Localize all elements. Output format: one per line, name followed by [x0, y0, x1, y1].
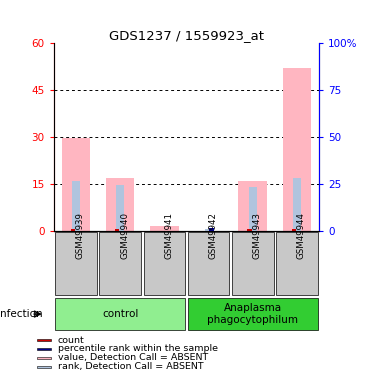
Text: GSM49939: GSM49939	[76, 212, 85, 260]
Title: GDS1237 / 1559923_at: GDS1237 / 1559923_at	[109, 29, 264, 42]
Bar	[283, 68, 311, 231]
Bar	[232, 232, 273, 295]
Bar	[37, 366, 51, 368]
Text: percentile rank within the sample: percentile rank within the sample	[58, 345, 218, 354]
Bar	[55, 232, 97, 295]
Bar	[62, 138, 90, 231]
Text: GSM49944: GSM49944	[297, 212, 306, 260]
Text: GSM49943: GSM49943	[253, 212, 262, 260]
Bar	[115, 230, 119, 231]
Text: count: count	[58, 336, 85, 345]
Bar	[55, 298, 185, 330]
Bar	[247, 230, 252, 231]
Bar	[239, 181, 267, 231]
Text: GSM49940: GSM49940	[120, 212, 129, 260]
Bar	[106, 177, 134, 231]
Bar	[99, 232, 141, 295]
Bar	[188, 232, 229, 295]
Bar	[70, 230, 75, 231]
Bar	[188, 298, 318, 330]
Bar	[293, 177, 301, 231]
Bar	[276, 232, 318, 295]
Bar	[204, 229, 213, 231]
Text: GSM49941: GSM49941	[164, 212, 173, 260]
Text: infection: infection	[0, 309, 43, 319]
Text: Anaplasma
phagocytophilum: Anaplasma phagocytophilum	[207, 303, 298, 325]
Bar	[249, 187, 257, 231]
Text: value, Detection Call = ABSENT: value, Detection Call = ABSENT	[58, 353, 208, 362]
Bar	[116, 185, 124, 231]
Bar	[37, 339, 51, 341]
Text: GSM49942: GSM49942	[209, 212, 217, 260]
Bar	[292, 230, 296, 231]
Text: control: control	[102, 309, 138, 319]
Bar	[72, 181, 80, 231]
Text: rank, Detection Call = ABSENT: rank, Detection Call = ABSENT	[58, 362, 204, 371]
Bar	[37, 357, 51, 359]
Bar	[144, 232, 185, 295]
Bar	[209, 228, 214, 231]
Bar	[150, 226, 179, 231]
Bar	[37, 348, 51, 350]
